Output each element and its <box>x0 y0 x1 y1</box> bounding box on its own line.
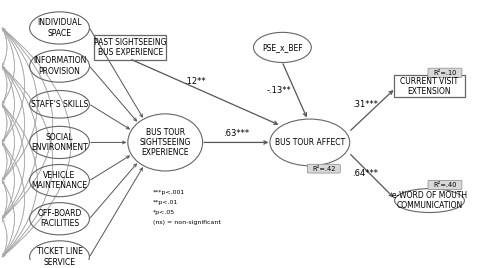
FancyArrowPatch shape <box>2 29 7 66</box>
FancyArrowPatch shape <box>2 66 7 103</box>
FancyArrowPatch shape <box>2 28 7 65</box>
FancyArrowPatch shape <box>2 67 14 142</box>
FancyArrowPatch shape <box>2 104 7 142</box>
FancyArrowPatch shape <box>90 156 130 180</box>
FancyArrowPatch shape <box>2 28 38 181</box>
FancyArrowPatch shape <box>2 142 24 256</box>
FancyArrowPatch shape <box>2 28 24 142</box>
Text: R²=.42: R²=.42 <box>312 166 336 172</box>
FancyArrowPatch shape <box>2 142 14 218</box>
FancyArrowPatch shape <box>91 141 126 144</box>
Text: CURRENT VISIT
EXTENSION: CURRENT VISIT EXTENSION <box>400 77 458 96</box>
FancyArrowPatch shape <box>2 143 7 181</box>
Text: VEHICLE
MAINTENANCE: VEHICLE MAINTENANCE <box>32 171 88 190</box>
FancyArrowPatch shape <box>2 105 24 219</box>
FancyArrowPatch shape <box>2 29 24 142</box>
Text: SOCIAL
ENVIRONMENT: SOCIAL ENVIRONMENT <box>31 133 88 152</box>
Text: PAST SIGHTSEEING
BUS EXPERIENCE: PAST SIGHTSEEING BUS EXPERIENCE <box>94 38 166 57</box>
FancyBboxPatch shape <box>428 180 462 190</box>
FancyArrowPatch shape <box>2 143 24 257</box>
FancyArrowPatch shape <box>2 28 38 180</box>
Text: PSE_x_BEF: PSE_x_BEF <box>262 43 302 52</box>
FancyBboxPatch shape <box>308 164 340 173</box>
FancyArrowPatch shape <box>2 105 38 257</box>
FancyArrowPatch shape <box>283 64 306 116</box>
Text: .63***: .63*** <box>223 129 249 137</box>
Text: STAFF'S SKILLS: STAFF'S SKILLS <box>31 100 88 109</box>
FancyArrowPatch shape <box>2 67 53 257</box>
FancyArrowPatch shape <box>2 67 7 104</box>
Text: e-WORD OF MOUTH
COMMUNICATION: e-WORD OF MOUTH COMMUNICATION <box>392 191 467 210</box>
FancyArrowPatch shape <box>2 66 14 142</box>
FancyArrowPatch shape <box>2 28 53 218</box>
FancyArrowPatch shape <box>350 91 393 130</box>
FancyArrowPatch shape <box>2 28 53 219</box>
FancyArrowPatch shape <box>204 141 267 144</box>
Text: TICKET LINE
SERVICE: TICKET LINE SERVICE <box>36 247 82 267</box>
FancyArrowPatch shape <box>2 67 38 219</box>
FancyArrowPatch shape <box>90 29 142 117</box>
Text: .31***: .31*** <box>352 100 378 109</box>
Text: R²=.10: R²=.10 <box>434 70 456 76</box>
Text: (ns) = non-significant: (ns) = non-significant <box>153 220 220 225</box>
FancyArrowPatch shape <box>90 164 136 218</box>
FancyArrowPatch shape <box>2 142 7 180</box>
Text: -.13**: -.13** <box>266 86 291 95</box>
FancyArrowPatch shape <box>2 181 14 256</box>
FancyArrowPatch shape <box>2 219 7 256</box>
FancyArrowPatch shape <box>2 28 14 104</box>
FancyArrowPatch shape <box>2 104 14 180</box>
FancyArrowPatch shape <box>2 181 7 218</box>
FancyArrowPatch shape <box>2 104 38 256</box>
FancyArrowPatch shape <box>90 67 136 121</box>
FancyArrowPatch shape <box>132 60 278 124</box>
FancyArrowPatch shape <box>2 104 24 218</box>
FancyArrowPatch shape <box>90 168 142 256</box>
FancyArrowPatch shape <box>2 105 7 142</box>
Text: ***p<.001: ***p<.001 <box>153 190 185 195</box>
FancyArrowPatch shape <box>90 105 130 129</box>
Text: INFORMATION
PROVISION: INFORMATION PROVISION <box>33 56 86 76</box>
FancyArrowPatch shape <box>2 28 71 256</box>
FancyArrowPatch shape <box>2 66 53 256</box>
FancyArrowPatch shape <box>2 66 38 218</box>
FancyArrowPatch shape <box>2 143 14 219</box>
FancyArrowPatch shape <box>2 181 14 257</box>
Text: OFF-BOARD
FACILITIES: OFF-BOARD FACILITIES <box>38 209 82 228</box>
FancyBboxPatch shape <box>428 68 462 77</box>
FancyArrowPatch shape <box>2 181 7 219</box>
FancyArrowPatch shape <box>2 105 14 181</box>
Text: R²=.40: R²=.40 <box>433 182 456 188</box>
FancyArrowPatch shape <box>2 66 24 180</box>
Text: BUS TOUR AFFECT: BUS TOUR AFFECT <box>275 138 345 147</box>
FancyArrowPatch shape <box>2 67 24 181</box>
FancyArrowPatch shape <box>2 219 7 257</box>
Text: INDIVIDUAL
SPACE: INDIVIDUAL SPACE <box>38 18 82 38</box>
FancyArrowPatch shape <box>350 155 393 196</box>
FancyArrowPatch shape <box>2 28 71 257</box>
Text: BUS TOUR
SIGHTSEEING
EXPERIENCE: BUS TOUR SIGHTSEEING EXPERIENCE <box>140 128 191 157</box>
Text: *p<.05: *p<.05 <box>153 210 175 215</box>
Text: **p<.01: **p<.01 <box>153 200 178 205</box>
Text: .12**: .12** <box>184 77 206 86</box>
Text: .64***: .64*** <box>352 169 378 178</box>
FancyArrowPatch shape <box>2 29 14 104</box>
